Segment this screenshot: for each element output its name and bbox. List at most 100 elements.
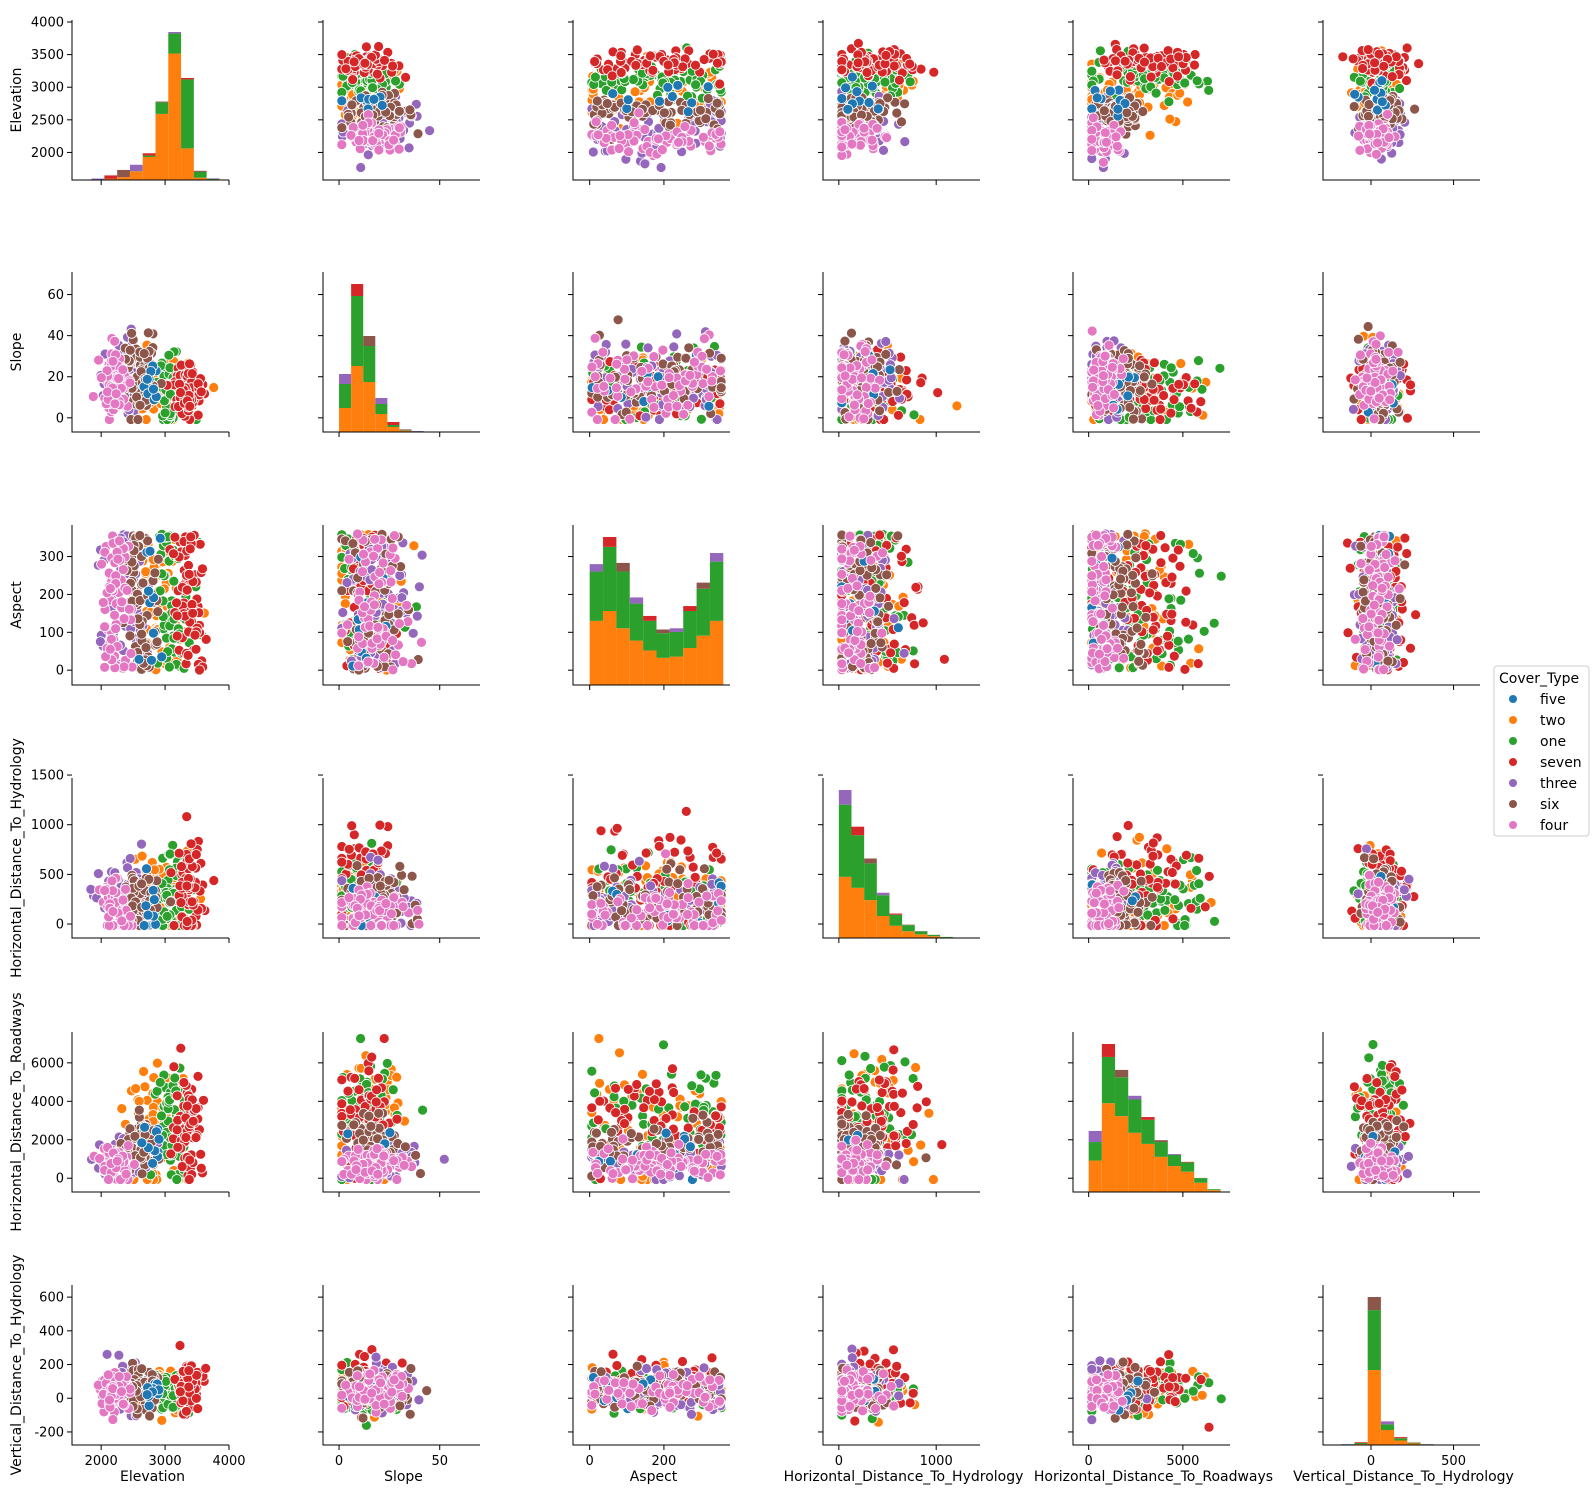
hist-bar (399, 429, 412, 431)
point-seven (1189, 378, 1201, 390)
hist-bar (193, 170, 207, 172)
point-four (836, 141, 848, 153)
point-seven (1149, 357, 1160, 369)
point-four (689, 356, 700, 368)
point-seven (184, 400, 196, 412)
point-six (412, 128, 424, 140)
point-seven (1110, 55, 1121, 67)
point-seven (195, 386, 207, 398)
point-five (682, 106, 694, 118)
point-four (648, 401, 660, 413)
point-four (118, 613, 130, 624)
point-three (899, 136, 911, 148)
point-one (1095, 45, 1106, 57)
point-six (134, 530, 146, 541)
point-four (1103, 339, 1115, 351)
point-four (614, 130, 626, 142)
point-six (134, 399, 146, 411)
point-six (1134, 385, 1146, 397)
point-seven (1378, 60, 1390, 72)
point-five (1369, 84, 1380, 96)
point-four (110, 623, 121, 635)
hist-bar (91, 178, 105, 180)
point-seven (630, 60, 642, 71)
point-four (1392, 346, 1404, 358)
point-four (116, 596, 128, 608)
point-four (1387, 365, 1399, 377)
point-four (715, 365, 726, 377)
point-four (684, 369, 696, 381)
point-four (114, 535, 125, 547)
point-three (355, 162, 367, 173)
point-five (702, 81, 714, 93)
point-two (140, 566, 152, 578)
point-seven (861, 67, 873, 78)
point-six (343, 111, 355, 123)
point-four (1086, 325, 1098, 337)
point-one (690, 79, 701, 91)
point-one (163, 661, 175, 673)
point-seven (647, 65, 659, 76)
point-four (125, 648, 137, 659)
point-four (589, 332, 601, 344)
hist-bar (387, 425, 400, 427)
point-seven (1119, 55, 1131, 67)
pairplot-panels: 2000250030003500400002040600100200300050… (9, 16, 1514, 1486)
point-six (1394, 356, 1406, 368)
point-five (836, 93, 848, 104)
point-four (592, 414, 603, 425)
hist-bar (104, 178, 118, 180)
hist-bar (339, 374, 352, 384)
point-one (1214, 362, 1226, 374)
y-tick-label: 0 (56, 664, 64, 679)
point-four (1117, 353, 1129, 365)
point-four (96, 558, 107, 570)
point-four (656, 144, 668, 156)
point-six (1353, 333, 1364, 345)
point-seven (1195, 396, 1207, 408)
point-three (639, 158, 651, 170)
point-six (1348, 101, 1360, 112)
point-five (141, 373, 153, 385)
y-tick-label: 60 (47, 288, 64, 303)
point-seven (171, 597, 182, 609)
point-four (1361, 372, 1373, 384)
point-seven (589, 56, 600, 67)
point-seven (1173, 51, 1184, 63)
point-four (673, 136, 684, 148)
point-six (142, 327, 154, 339)
point-seven (1405, 379, 1416, 391)
point-seven (615, 67, 627, 78)
point-seven (928, 66, 940, 78)
point-one (1193, 355, 1204, 367)
point-four (99, 661, 110, 673)
point-seven (1173, 378, 1185, 390)
point-four (862, 398, 874, 409)
point-five (842, 103, 854, 115)
point-five (884, 364, 896, 376)
point-seven (360, 41, 372, 53)
point-three (403, 142, 415, 154)
point-six (591, 95, 603, 107)
point-seven (182, 650, 194, 661)
point-four (839, 124, 851, 136)
point-seven (400, 72, 412, 83)
point-three (424, 125, 436, 137)
point-seven (183, 568, 195, 580)
point-four (663, 372, 675, 384)
point-four (860, 382, 872, 393)
point-seven (1148, 394, 1160, 406)
point-four (1088, 364, 1100, 376)
point-four (699, 333, 710, 345)
point-four (1371, 148, 1382, 160)
point-seven (662, 59, 674, 71)
hist-bar (117, 169, 130, 178)
point-five (143, 585, 154, 597)
hist-bar (206, 178, 220, 180)
point-one (1203, 85, 1215, 96)
point-six (695, 104, 706, 116)
point-seven (175, 387, 186, 398)
hist-bar (129, 164, 143, 172)
point-three (620, 338, 632, 350)
point-five (1122, 390, 1134, 402)
